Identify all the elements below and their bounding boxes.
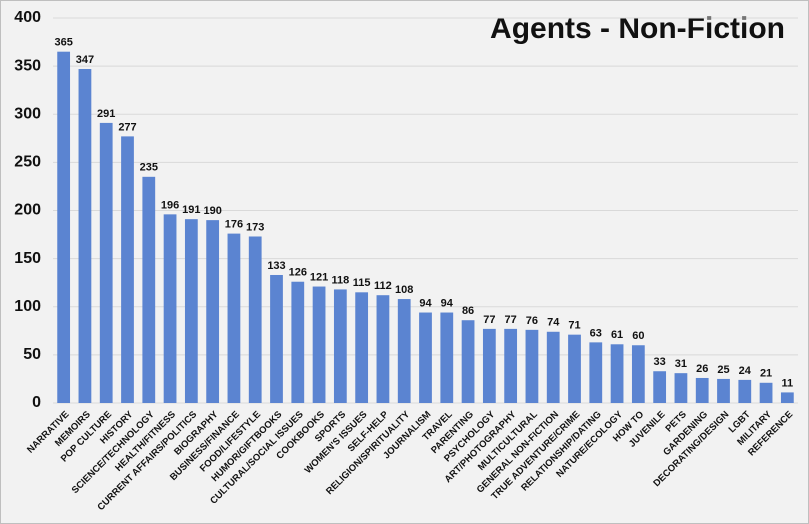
bar	[610, 344, 624, 403]
bar	[227, 233, 241, 403]
value-label: 126	[289, 267, 307, 279]
value-label: 63	[590, 327, 602, 339]
value-label: 21	[760, 368, 772, 380]
bar	[291, 281, 305, 403]
bar	[695, 377, 709, 403]
value-label: 94	[441, 297, 454, 309]
value-label: 112	[374, 280, 392, 292]
value-label: 121	[310, 271, 328, 283]
value-label: 108	[395, 284, 413, 296]
value-label: 76	[526, 315, 538, 327]
bar	[504, 328, 518, 403]
bar	[589, 342, 603, 403]
bar	[419, 312, 432, 403]
bar	[355, 292, 369, 403]
value-label: 133	[267, 260, 285, 272]
y-tick-label: 250	[14, 154, 41, 171]
bar	[461, 320, 475, 403]
bar	[163, 214, 177, 403]
bar	[546, 331, 560, 403]
value-label: 74	[547, 317, 560, 329]
y-tick-label: 150	[14, 250, 41, 267]
bar	[248, 236, 262, 403]
value-label: 176	[225, 219, 243, 231]
value-label: 24	[739, 365, 752, 377]
value-label: 77	[505, 314, 517, 326]
bar	[482, 328, 496, 403]
value-label: 86	[462, 305, 474, 317]
bar	[397, 299, 411, 403]
value-label: 291	[97, 108, 115, 120]
value-label: 71	[568, 320, 580, 332]
bar	[206, 220, 220, 403]
bar	[568, 334, 581, 403]
bar	[738, 379, 752, 403]
bar	[184, 219, 198, 403]
bar	[78, 69, 92, 403]
y-tick-label: 100	[14, 298, 41, 315]
y-tick-label: 300	[14, 105, 41, 122]
y-tick-label: 350	[14, 57, 41, 74]
value-label: 94	[419, 297, 432, 309]
value-label: 347	[76, 54, 94, 66]
value-label: 31	[675, 358, 687, 370]
bar	[674, 373, 688, 403]
value-label: 365	[54, 37, 72, 49]
y-tick-label: 0	[32, 394, 41, 411]
value-label: 11	[782, 377, 794, 389]
bar	[780, 392, 794, 403]
value-label: 277	[118, 121, 136, 133]
bar	[121, 136, 134, 403]
value-label: 196	[161, 199, 179, 211]
y-tick-label: 200	[14, 202, 41, 219]
bar	[759, 382, 773, 403]
value-label: 235	[140, 162, 158, 174]
bar	[653, 371, 667, 403]
value-label: 118	[331, 274, 349, 286]
value-label: 61	[611, 329, 623, 341]
bar	[270, 274, 283, 403]
bar	[631, 345, 645, 403]
value-label: 191	[182, 204, 200, 216]
value-label: 77	[483, 314, 495, 326]
value-label: 173	[246, 221, 264, 233]
bar	[142, 176, 156, 403]
bar	[717, 378, 730, 403]
chart-title: Agents - Non-Fiction	[490, 12, 785, 45]
bar	[376, 295, 390, 403]
bar	[525, 329, 539, 403]
y-tick-label: 50	[23, 346, 41, 363]
bar	[99, 122, 113, 403]
value-label: 115	[353, 277, 371, 289]
bar	[440, 312, 454, 403]
value-label: 26	[696, 363, 708, 375]
value-label: 60	[632, 330, 644, 342]
bar	[333, 289, 347, 403]
value-label: 25	[717, 364, 729, 376]
y-tick-label: 400	[14, 9, 41, 26]
value-label: 33	[654, 356, 666, 368]
value-label: 190	[203, 205, 221, 217]
bar	[57, 51, 71, 403]
bar	[312, 286, 326, 403]
